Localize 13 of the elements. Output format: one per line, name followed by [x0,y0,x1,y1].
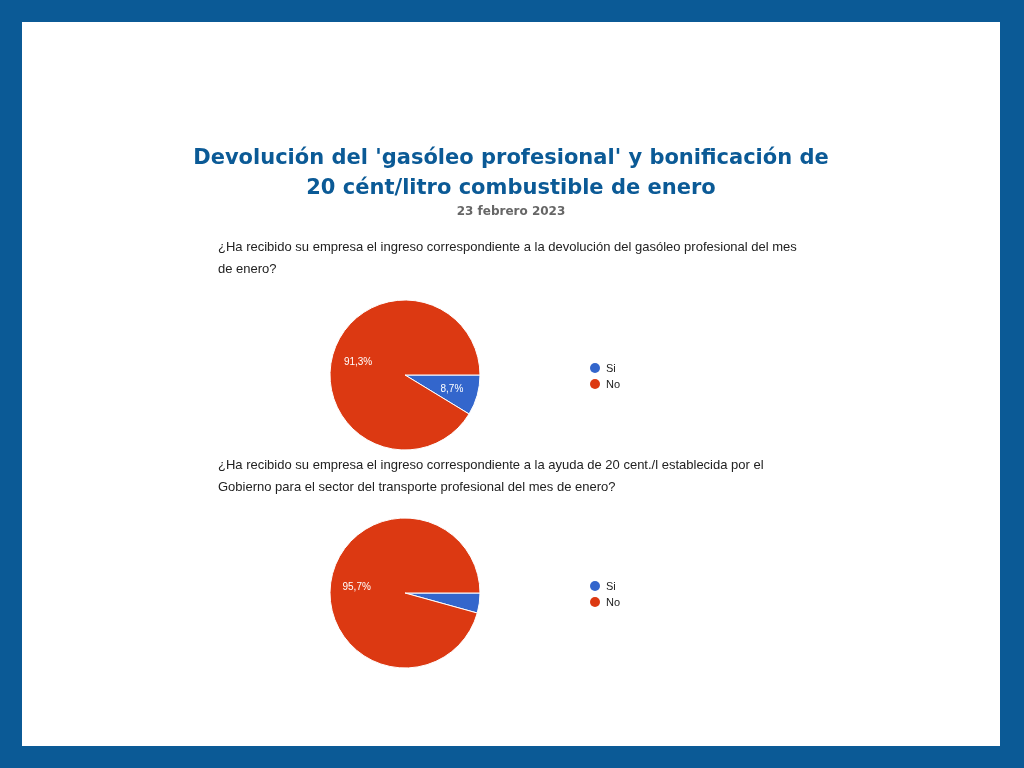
data-label: 95,7% [342,580,371,592]
chart-subtitle: 23 febrero 2023 [455,204,567,218]
chart-title: ¿Ha recibido su empresa el ingreso correspondiente a la ayuda de 20 cent./l establecida por el Gobierno para el sector del transporte profesional del mes de enero? [217,456,765,496]
legend-label: Si [606,580,616,592]
legend-label: Si [606,362,616,374]
data-label: 8,7% [440,382,464,394]
text: ¿Ha recibido su empresa el ingreso correspondiente a la devolución del gasóleo profesional del mes de enero? [217,238,798,278]
data-label: 91,3% [343,356,373,368]
chart-title: Devolución del 'gasóleo profesional' y bonificación de 20 cént/litro combustible de enero [192,144,830,201]
pie-slice [329,299,481,450]
legend-label: No [606,378,621,390]
legend-label: No [606,596,621,608]
pie-slice [329,517,481,668]
